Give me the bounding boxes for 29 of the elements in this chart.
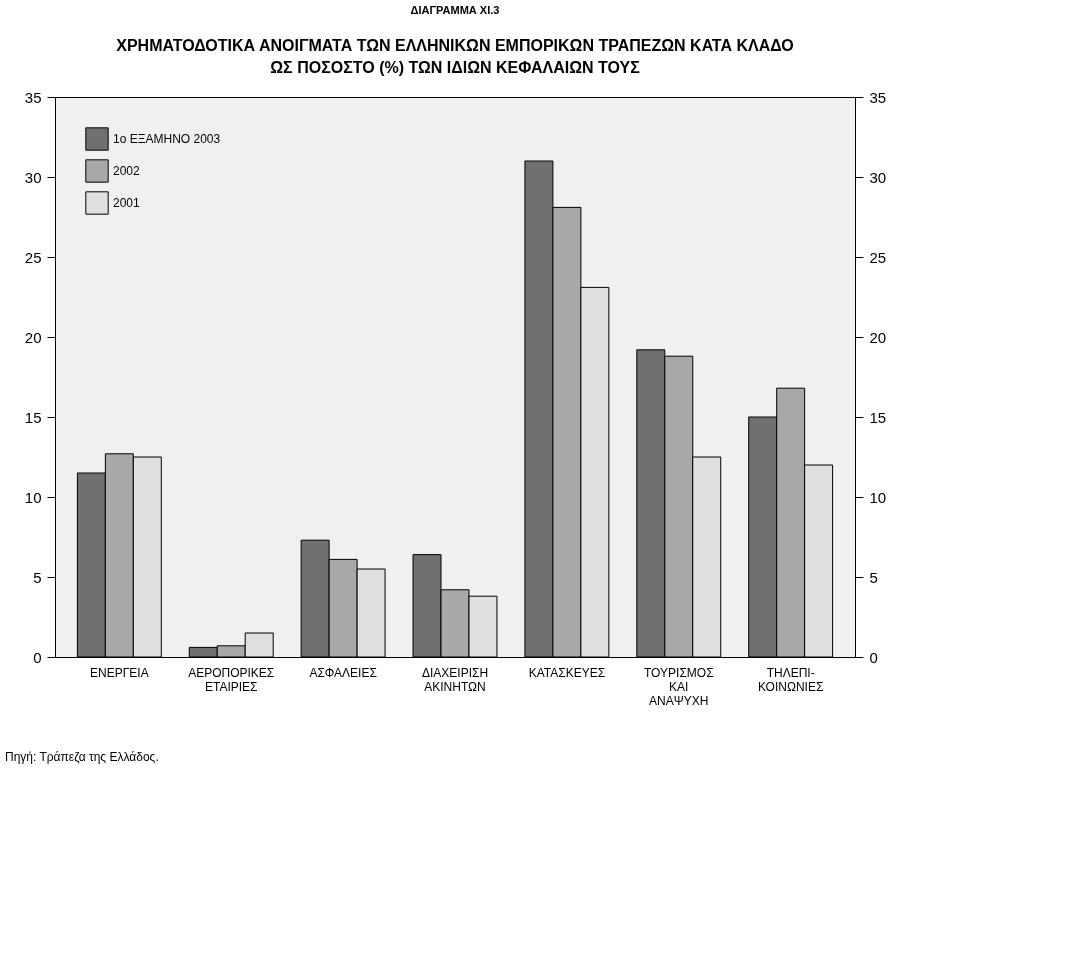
x-tick-label: ΔΙΑΧΕΙΡΙΣΗ ΑΚΙΝΗΤΩΝ — [421, 665, 489, 694]
text: Πηγή: Τράπεζα της Ελλάδος. — [5, 750, 159, 764]
y2-tick-label: 30 — [869, 168, 887, 186]
y-tick-label: 25 — [24, 248, 42, 266]
y-tick-label: 10 — [24, 488, 42, 506]
chart-title: ΔΙΑΓΡΑΜΜΑ XI.3 — [410, 4, 500, 16]
y2-tick-label: 10 — [869, 488, 887, 506]
y2-tick-label: 20 — [869, 328, 887, 346]
legend-label: 2002 — [113, 164, 141, 178]
y-tick-label: 30 — [24, 168, 42, 186]
y2-tick-label: 15 — [869, 408, 887, 426]
y2-tick-label: 5 — [869, 568, 878, 586]
x-tick-label: ΚΑΤΑΣΚΕΥΕΣ — [528, 665, 606, 680]
legend-label: 2001 — [113, 196, 141, 210]
y-tick-label: 5 — [33, 568, 42, 586]
x-tick-label: ΑΣΦΑΛΕΙΕΣ — [309, 665, 377, 680]
y-tick-label: 20 — [24, 328, 42, 346]
chart-subtitle: ΧΡΗΜΑΤΟΔΟΤΙΚΑ ΑΝΟΙΓΜΑΤΑ ΤΩΝ ΕΛΛΗΝΙΚΩΝ ΕΜΠΟΡΙΚΩΝ ΤΡΑΠΕΖΩΝ ΚΑΤΑ ΚΛΑΔΟ ΩΣ ΠΟΣΟΣΤΟ (%) ΤΩΝ ΙΔΙΩΝ ΚΕΦΑΛΑΙΩΝ ΤΟΥΣ — [116, 37, 794, 76]
y-tick-label: 35 — [24, 88, 42, 106]
legend-label: 1ο ΕΞΑΜΗΝΟ 2003 — [113, 132, 221, 146]
x-tick-label: ΤΟΥΡΙΣΜΟΣ ΚΑΙ ΑΝΑΨΥΧΗ — [643, 665, 714, 708]
y-tick-label: 15 — [24, 408, 42, 426]
x-tick-label: ΑΕΡΟΠΟΡΙΚΕΣ ΕΤΑΙΡΙΕΣ — [188, 665, 275, 694]
y-tick-label: 0 — [33, 648, 42, 666]
x-tick-label: ΕΝΕΡΓΕΙΑ — [90, 665, 149, 680]
x-tick-label: ΤΗΛΕΠΙ- ΚΟΙΝΩΝΙΕΣ — [757, 665, 824, 694]
y2-tick-label: 35 — [869, 88, 887, 106]
y2-tick-label: 25 — [869, 248, 887, 266]
y2-tick-label: 0 — [869, 648, 878, 666]
